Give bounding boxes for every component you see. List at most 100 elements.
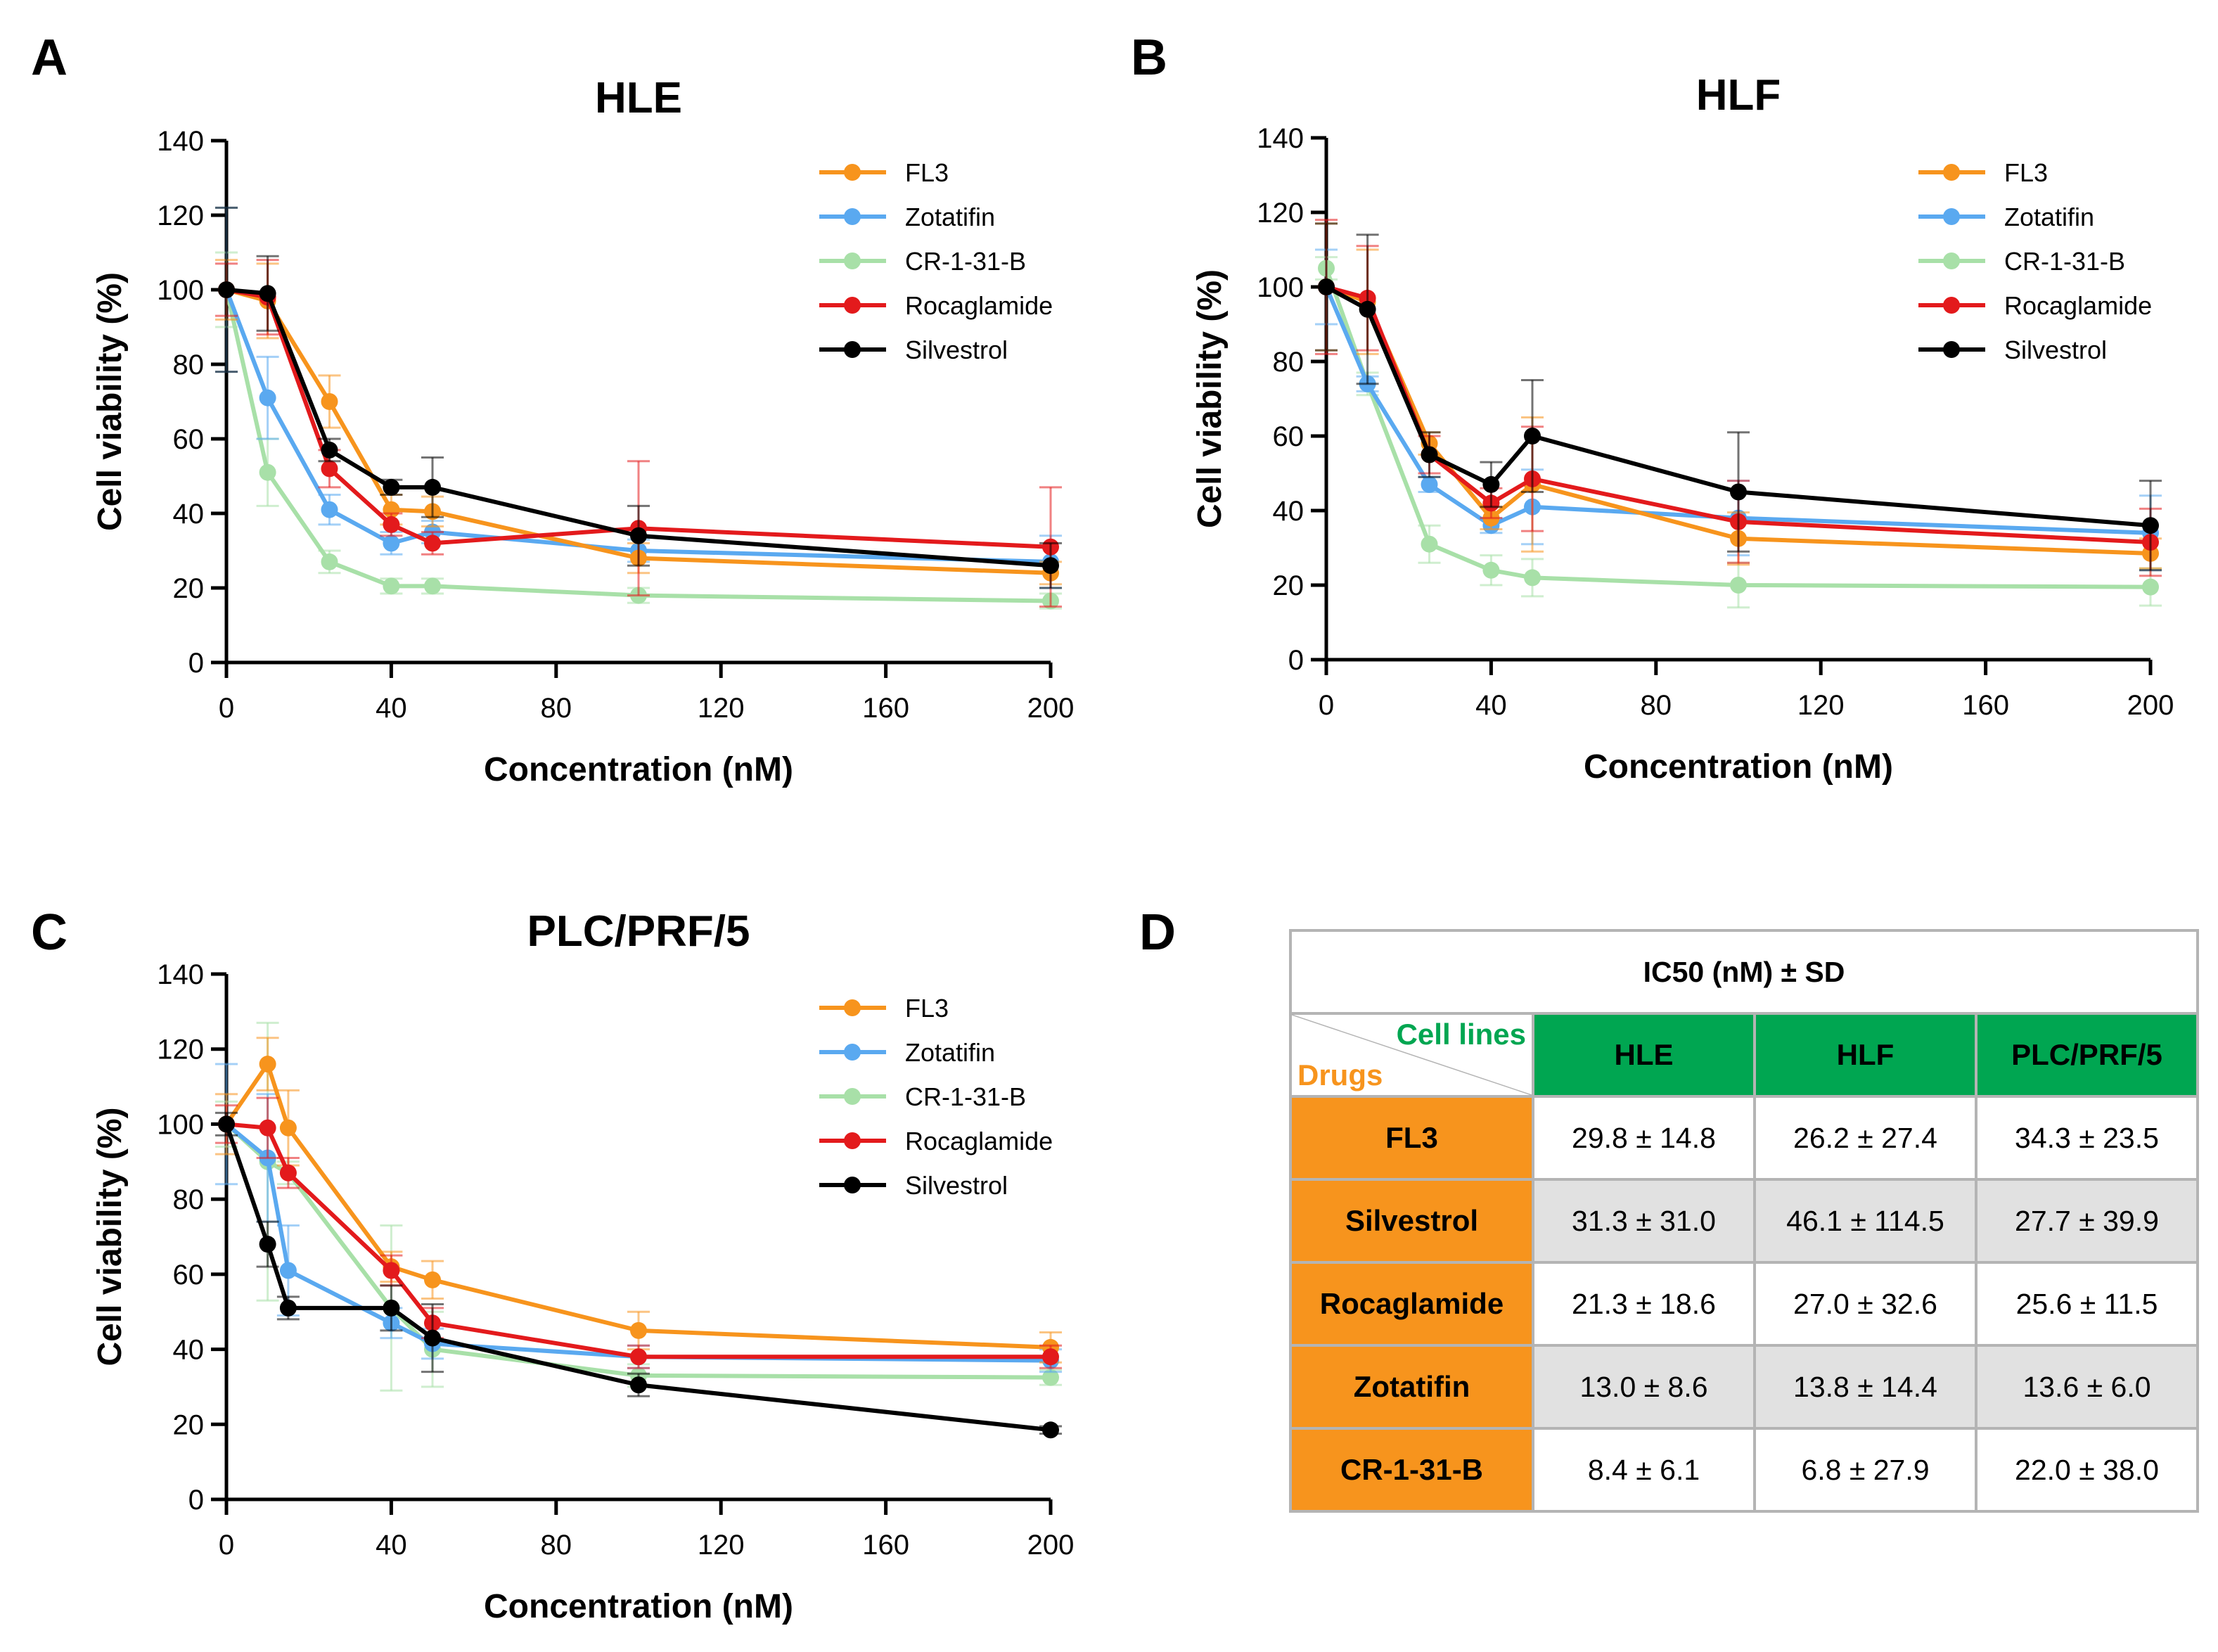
column-header-plc-prf-5: PLC/PRF/5 bbox=[1975, 1012, 2199, 1098]
data-point bbox=[1730, 577, 1747, 594]
data-point bbox=[321, 553, 338, 570]
x-tick-label: 200 bbox=[1027, 693, 1075, 724]
table-row: Silvestrol 31.3 ± 31.0 46.1 ± 114.5 27.7… bbox=[1289, 1178, 2199, 1264]
y-axis-title: Cell viability (%) bbox=[91, 1107, 129, 1366]
x-tick-label: 120 bbox=[698, 1530, 745, 1561]
table-cell: 34.3 ± 23.5 bbox=[1975, 1095, 2199, 1181]
data-point bbox=[259, 1119, 276, 1136]
table-cell: 31.3 ± 31.0 bbox=[1532, 1178, 1756, 1264]
legend-label: FL3 bbox=[2004, 158, 2048, 187]
ic50-table: IC50 (nM) ± SD Cell lines Drugs HLE HLF … bbox=[1289, 929, 2199, 1513]
row-header-silvestrol: Silvestrol bbox=[1289, 1178, 1534, 1264]
x-tick-label: 0 bbox=[219, 1530, 234, 1561]
y-tick-label: 140 bbox=[157, 126, 204, 157]
legend-label: Silvestrol bbox=[905, 1171, 1008, 1200]
table-cell: 13.0 ± 8.6 bbox=[1532, 1344, 1756, 1430]
ic50-table-title: IC50 (nM) ± SD bbox=[1289, 929, 2199, 1015]
y-tick-label: 140 bbox=[157, 959, 204, 990]
data-point bbox=[321, 441, 338, 459]
chart-hlf: 0 20 40 60 80 100 120 140 0 40 80 120 160 200 Concentr… bbox=[1191, 71, 2174, 786]
data-point bbox=[1318, 278, 1335, 295]
data-point bbox=[279, 1299, 297, 1317]
panel-label-a: A bbox=[31, 30, 68, 86]
table-cell: 25.6 ± 11.5 bbox=[1975, 1261, 2199, 1347]
x-tick-label: 80 bbox=[541, 693, 572, 724]
data-point bbox=[279, 1119, 297, 1136]
y-tick-label: 100 bbox=[157, 1109, 204, 1140]
data-point bbox=[424, 478, 441, 496]
table-cell: 13.8 ± 14.4 bbox=[1753, 1344, 1977, 1430]
data-point bbox=[1042, 1348, 1059, 1366]
y-tick-label: 80 bbox=[173, 350, 205, 380]
legend-swatch-marker bbox=[1943, 252, 1960, 269]
x-tick-label: 200 bbox=[2127, 690, 2174, 721]
data-point bbox=[630, 527, 647, 544]
chart-title: HLF bbox=[1696, 71, 1781, 120]
data-point bbox=[630, 1348, 647, 1366]
x-tick-label: 40 bbox=[376, 1530, 407, 1561]
x-axis-title: Concentration (nM) bbox=[484, 1588, 793, 1625]
legend-label: Silvestrol bbox=[2004, 335, 2107, 364]
data-point bbox=[279, 1164, 297, 1182]
data-point bbox=[1421, 446, 1438, 463]
legend-label: FL3 bbox=[905, 158, 949, 187]
data-point bbox=[1482, 561, 1500, 579]
y-tick-label: 120 bbox=[157, 200, 204, 231]
legend-swatch-marker bbox=[844, 341, 861, 358]
y-tick-label: 80 bbox=[1273, 347, 1304, 378]
chart-title: PLC/PRF/5 bbox=[527, 907, 750, 956]
data-point bbox=[424, 1329, 441, 1347]
table-corner-cell: Cell lines Drugs bbox=[1289, 1012, 1534, 1098]
corner-cell-lines-label: Cell lines bbox=[1396, 1018, 1526, 1051]
legend-label: CR-1-31-B bbox=[905, 247, 1026, 276]
table-row: Zotatifin 13.0 ± 8.6 13.8 ± 14.4 13.6 ± … bbox=[1289, 1344, 2199, 1430]
x-tick-label: 120 bbox=[1797, 690, 1845, 721]
x-tick-label: 0 bbox=[219, 693, 234, 724]
data-point bbox=[1482, 475, 1500, 493]
legend-label: Rocaglamide bbox=[905, 1127, 1053, 1155]
table-cell: 46.1 ± 114.5 bbox=[1753, 1178, 1977, 1264]
data-point bbox=[321, 460, 338, 478]
data-point bbox=[1524, 428, 1541, 444]
y-tick-label: 100 bbox=[1257, 272, 1304, 303]
legend-swatch-marker bbox=[844, 297, 861, 314]
data-point bbox=[279, 1262, 297, 1279]
data-point bbox=[424, 534, 441, 552]
corner-diagonal-line bbox=[1292, 1015, 1532, 1095]
panel-label-b: B bbox=[1131, 30, 1167, 86]
data-point bbox=[321, 393, 338, 410]
legend-swatch-marker bbox=[1943, 208, 1960, 225]
table-cell: 21.3 ± 18.6 bbox=[1532, 1261, 1756, 1347]
x-axis-title: Concentration (nM) bbox=[1584, 748, 1893, 786]
legend-swatch-marker bbox=[844, 208, 861, 225]
y-tick-label: 40 bbox=[173, 1335, 205, 1366]
table-row: FL3 29.8 ± 14.8 26.2 ± 27.4 34.3 ± 23.5 bbox=[1289, 1095, 2199, 1181]
legend-label: Zotatifin bbox=[2004, 203, 2094, 231]
x-tick-label: 40 bbox=[376, 693, 407, 724]
x-tick-label: 160 bbox=[862, 693, 909, 724]
legend-swatch-marker bbox=[1943, 297, 1960, 314]
y-tick-label: 40 bbox=[173, 499, 205, 530]
legend-swatch-marker bbox=[1943, 164, 1960, 181]
y-tick-label: 20 bbox=[173, 573, 205, 604]
legend: FL3 Zotatifin CR-1-31-B Rocaglamide Silvestr… bbox=[819, 994, 1053, 1200]
data-point bbox=[630, 1376, 647, 1394]
data-point bbox=[218, 281, 235, 298]
x-tick-label: 40 bbox=[1475, 690, 1507, 721]
data-point bbox=[1042, 557, 1059, 575]
data-point bbox=[259, 1236, 276, 1253]
data-point bbox=[1421, 535, 1438, 553]
y-tick-label: 140 bbox=[1257, 123, 1304, 154]
data-point bbox=[383, 577, 400, 595]
panel-label-c: C bbox=[31, 904, 68, 961]
y-tick-label: 60 bbox=[173, 424, 205, 455]
legend: FL3 Zotatifin CR-1-31-B Rocaglamide Silvestr… bbox=[819, 158, 1053, 364]
x-tick-label: 0 bbox=[1319, 690, 1334, 721]
legend-swatch-marker bbox=[844, 1088, 861, 1105]
x-tick-label: 200 bbox=[1027, 1530, 1075, 1561]
row-header-rocaglamide: Rocaglamide bbox=[1289, 1261, 1534, 1347]
table-cell: 22.0 ± 38.0 bbox=[1975, 1427, 2199, 1513]
y-tick-label: 100 bbox=[157, 275, 204, 306]
chart-plc-prf-5: 0 20 40 60 80 100 120 140 0 40 80 120 160 200 Concentr… bbox=[91, 907, 1075, 1625]
y-tick-label: 80 bbox=[173, 1184, 205, 1215]
